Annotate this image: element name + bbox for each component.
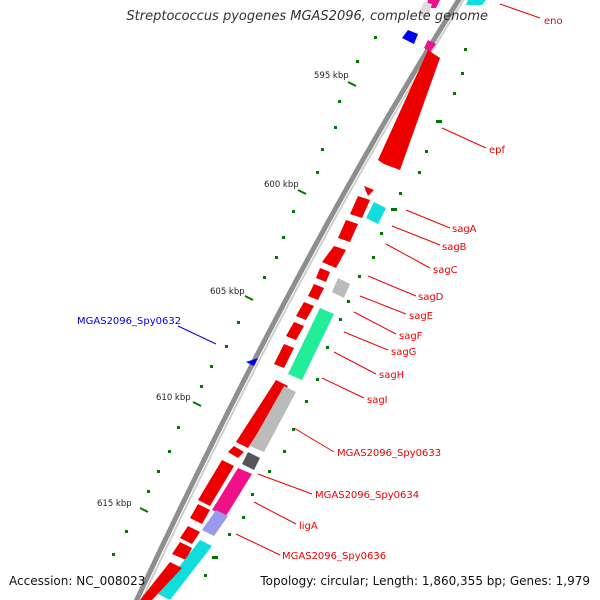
gene-labels: eno epf sagA sagB sagC sagD sagE sagF sa…: [282, 16, 563, 562]
Spy0634-gene-arrow[interactable]: [242, 452, 260, 470]
left-strand-gene-6[interactable]: [140, 562, 182, 600]
kbp-ticks: [139, 81, 357, 513]
small-gene-arrow[interactable]: [364, 186, 374, 196]
label-Spy0636[interactable]: MGAS2096_Spy0636: [282, 551, 386, 562]
Spy0633-gene-arrow[interactable]: [250, 386, 296, 452]
left-strand-gene-1[interactable]: [236, 380, 288, 448]
left-strand-gene-5[interactable]: [172, 542, 192, 560]
scale-label-595: 595 kbp: [314, 71, 349, 81]
topology-text: Topology: circular; Length: 1,860,355 bp…: [260, 574, 590, 588]
label-Spy0634[interactable]: MGAS2096_Spy0634: [315, 490, 419, 501]
sag-cluster-genes[interactable]: [274, 196, 370, 368]
sagF-gene-arrow[interactable]: [288, 308, 334, 380]
label-epf[interactable]: epf: [489, 145, 506, 156]
label-sagH[interactable]: sagH: [379, 370, 404, 381]
label-sagF[interactable]: sagF: [399, 331, 423, 342]
genome-backbone: [133, 0, 462, 600]
label-eno[interactable]: eno: [544, 16, 563, 27]
Spy0632-marker[interactable]: [246, 358, 258, 366]
scale-label-615: 615 kbp: [97, 499, 132, 509]
accession-text: Accession: NC_008023: [9, 574, 146, 588]
left-strand-gene-4[interactable]: [180, 526, 200, 544]
scale-label-610: 610 kbp: [156, 393, 191, 403]
map-title: Streptococcus pyogenes MGAS2096, complet…: [126, 9, 488, 24]
left-strand-gene-2[interactable]: [198, 460, 234, 506]
scale-label-600: 600 kbp: [264, 180, 299, 190]
eno-region-features: [402, 0, 486, 52]
Spy0636-gene-arrow[interactable]: [158, 540, 212, 600]
label-sagA[interactable]: sagA: [452, 224, 477, 235]
sagA-gene-arrow[interactable]: [366, 202, 386, 224]
label-sagC[interactable]: sagC: [433, 265, 458, 276]
inner-tick-dots: [204, 48, 467, 577]
scale-labels: 595 kbp 600 kbp 605 kbp 610 kbp 615 kbp: [97, 71, 349, 509]
label-sagG[interactable]: sagG: [391, 347, 416, 358]
label-leaders: [235, 3, 541, 556]
label-sagE[interactable]: sagE: [409, 311, 433, 322]
epf-gene-arrow[interactable]: [378, 50, 440, 170]
label-sagI[interactable]: sagI: [367, 395, 388, 406]
ligA-gene-arrow[interactable]: [212, 468, 252, 516]
label-Spy0633[interactable]: MGAS2096_Spy0633: [337, 448, 441, 459]
label-ligA[interactable]: ligA: [299, 521, 318, 532]
small-gene-arrow-2[interactable]: [228, 446, 244, 458]
outer-tick-dots: [112, 36, 377, 556]
lavender-gene-arrow[interactable]: [202, 510, 228, 536]
label-Spy0632[interactable]: MGAS2096_Spy0632: [77, 316, 181, 327]
label-sagD[interactable]: sagD: [418, 292, 444, 303]
left-strand-gene-3[interactable]: [190, 504, 210, 524]
label-sagB[interactable]: sagB: [442, 242, 467, 253]
sagD-gene-arrow[interactable]: [332, 278, 350, 298]
scale-label-605: 605 kbp: [210, 287, 245, 297]
Spy0632-leader: [177, 325, 217, 345]
